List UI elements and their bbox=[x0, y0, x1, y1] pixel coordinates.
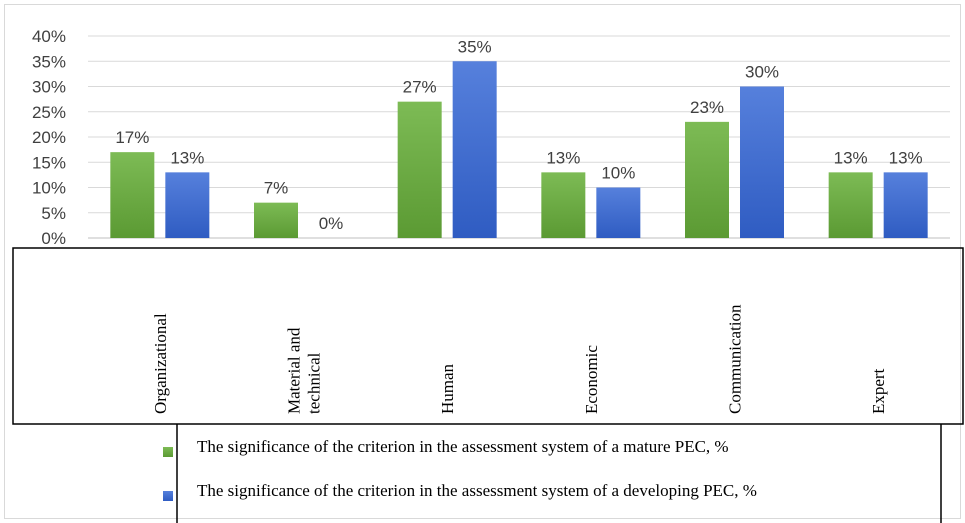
category-label: Communication bbox=[726, 304, 745, 414]
category-label: Human bbox=[438, 363, 457, 414]
bar-series2-cat3 bbox=[452, 61, 497, 238]
legend-label-series2: The significance of the criterion in the… bbox=[197, 481, 757, 500]
bar-series1-cat3 bbox=[397, 101, 442, 239]
bar-series2-cat6 bbox=[883, 172, 928, 238]
data-label-series1-cat5: 23% bbox=[690, 98, 724, 117]
category-label: Expert bbox=[869, 368, 888, 414]
data-label-series1-cat4: 13% bbox=[546, 148, 580, 167]
y-tick-label: 35% bbox=[32, 52, 66, 71]
legend-label-series1: The significance of the criterion in the… bbox=[197, 437, 729, 456]
category-label: technical bbox=[305, 352, 324, 414]
bar-series1-cat1 bbox=[110, 152, 155, 238]
gridlines bbox=[88, 35, 950, 239]
y-tick-label: 5% bbox=[41, 204, 66, 223]
y-axis-ticks: 0% 5% 10% 15% 20% 25% 30% 35% 40% bbox=[32, 27, 66, 248]
y-tick-label: 15% bbox=[32, 153, 66, 172]
y-tick-label: 0% bbox=[41, 229, 66, 248]
bar-series1-cat4 bbox=[541, 172, 586, 238]
category-label: Economic bbox=[582, 345, 601, 414]
legend-swatch-series2 bbox=[163, 491, 173, 501]
bar-series2-cat4 bbox=[596, 187, 641, 238]
data-label-series2-cat6: 13% bbox=[889, 148, 923, 167]
y-tick-label: 30% bbox=[32, 78, 66, 97]
chart-frame bbox=[4, 4, 961, 519]
legend-swatch-series1 bbox=[163, 447, 173, 457]
bar-series1-cat2 bbox=[254, 202, 298, 238]
y-tick-label: 10% bbox=[32, 179, 66, 198]
category-labels: Organizational Material and technical Human… bbox=[151, 304, 888, 414]
legend: The significance of the criterion in the… bbox=[163, 437, 757, 501]
y-tick-label: 25% bbox=[32, 103, 66, 122]
bar-series1-cat5 bbox=[685, 121, 729, 238]
data-label-series1-cat6: 13% bbox=[834, 148, 868, 167]
data-label-series1-cat2: 7% bbox=[264, 179, 289, 198]
bar-series1-cat6 bbox=[828, 172, 873, 238]
data-labels: 17% 7% 27% 13% 23% 13% 13% 0% 35% 10% 30% 13% bbox=[115, 37, 922, 233]
data-label-series2-cat3: 35% bbox=[458, 37, 492, 56]
data-label-series1-cat3: 27% bbox=[403, 78, 437, 97]
bar-series2-cat5 bbox=[740, 86, 784, 238]
data-label-series2-cat4: 10% bbox=[601, 164, 635, 183]
category-label: Material and bbox=[285, 327, 304, 414]
legend-border bbox=[176, 424, 942, 523]
data-label-series2-cat5: 30% bbox=[745, 63, 779, 82]
y-tick-label: 20% bbox=[32, 128, 66, 147]
data-label-series1-cat1: 17% bbox=[115, 128, 149, 147]
data-label-series2-cat1: 13% bbox=[170, 148, 204, 167]
category-table-border bbox=[12, 247, 964, 425]
bars bbox=[110, 61, 928, 239]
data-label-series2-cat2: 0% bbox=[319, 214, 344, 233]
bar-series2-cat1 bbox=[165, 172, 210, 238]
category-label: Organizational bbox=[151, 313, 170, 414]
y-tick-label: 40% bbox=[32, 27, 66, 46]
